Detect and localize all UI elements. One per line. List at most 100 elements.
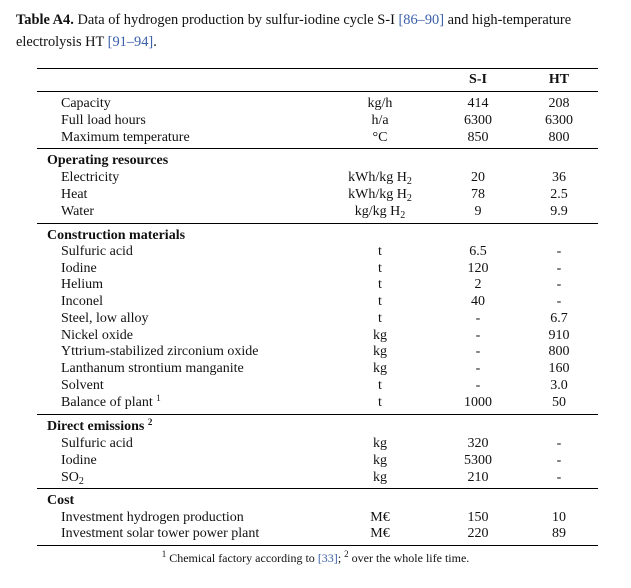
section-rule	[37, 488, 598, 489]
table-row: Steel, low alloy t - 6.7	[0, 310, 631, 327]
row-unit: kWh/kg H2	[348, 187, 412, 204]
col-header-si: S-I	[469, 72, 487, 87]
footnote-marker: 2	[147, 417, 153, 427]
table-row: Maximum temperature °C 850 800	[0, 129, 631, 146]
col-header-ht: HT	[548, 72, 570, 87]
row-value-ht: -	[556, 261, 562, 276]
row-label: Heat	[61, 187, 88, 202]
row-unit: kg	[373, 453, 387, 468]
row-value-si: 78	[471, 187, 485, 202]
row-value-si: 210	[467, 470, 489, 485]
bottom-rule	[37, 545, 598, 546]
section-header-row: Operating resources	[0, 152, 631, 169]
row-unit: kWh/kg H2	[348, 170, 412, 187]
row-unit: M€	[370, 510, 390, 525]
table-row: Investment solar tower power plant M€ 22…	[0, 525, 631, 542]
row-value-ht: -	[556, 470, 562, 485]
row-value-si: -	[475, 311, 481, 326]
caption-ref-link[interactable]: [91–94]	[107, 34, 154, 50]
row-value-si: 1000	[464, 395, 492, 410]
row-value-si: -	[475, 344, 481, 359]
row-value-si: 414	[467, 96, 489, 111]
caption-text: .	[153, 34, 157, 50]
row-label: Sulfuric acid	[61, 244, 133, 259]
row-value-ht: 50	[552, 395, 566, 410]
table-row: Nickel oxide kg - 910	[0, 327, 631, 344]
row-value-ht: -	[556, 277, 562, 292]
row-value-si: 150	[467, 510, 489, 525]
caption-label: Table A4.	[16, 12, 74, 28]
row-value-si: -	[475, 378, 481, 393]
row-value-ht: 160	[548, 361, 570, 376]
table-caption: Table A4. Data of hydrogen production by…	[16, 9, 621, 53]
row-value-ht: -	[556, 244, 562, 259]
footnote-ref-link[interactable]: [33]	[317, 551, 338, 565]
row-label: Solvent	[61, 378, 104, 393]
table-row: Helium t 2 -	[0, 276, 631, 293]
row-value-ht: 800	[548, 130, 570, 145]
caption-text: Data of hydrogen production by sulfur-io…	[73, 12, 399, 28]
row-label: Investment solar tower power plant	[61, 526, 260, 541]
row-value-ht: 2.5	[550, 187, 568, 202]
row-unit: kg/kg H2	[354, 204, 406, 221]
row-value-ht: -	[556, 294, 562, 309]
section-header-row: Direct emissions 2	[0, 418, 631, 435]
row-unit: kg/h	[367, 96, 393, 111]
section-title: Operating resources	[47, 153, 169, 168]
row-label: SO2	[61, 470, 84, 487]
row-value-si: -	[475, 361, 481, 376]
row-value-ht: 9.9	[550, 204, 568, 219]
row-label: Full load hours	[61, 113, 146, 128]
row-value-si: 6.5	[469, 244, 487, 259]
row-unit: t	[378, 277, 382, 292]
table-row: Lanthanum strontium manganite kg - 160	[0, 360, 631, 377]
row-value-ht: 6.7	[550, 311, 568, 326]
table-row: Yttrium-stabilized zirconium oxide kg - …	[0, 343, 631, 360]
table-row: SO2 kg 210 -	[0, 469, 631, 487]
row-unit: kg	[373, 470, 387, 485]
table-row: Heat kWh/kg H2 78 2.5	[0, 186, 631, 204]
row-label: Maximum temperature	[61, 130, 190, 145]
table-row: Inconel t 40 -	[0, 293, 631, 310]
row-value-si: 2	[474, 277, 482, 292]
row-value-ht: 89	[552, 526, 566, 541]
row-label: Steel, low alloy	[61, 311, 149, 326]
row-unit: kg	[373, 436, 387, 451]
row-label: Iodine	[61, 453, 97, 468]
row-unit: t	[378, 395, 382, 410]
row-label: Nickel oxide	[61, 328, 133, 343]
table-row: Electricity kWh/kg H2 20 36	[0, 169, 631, 187]
section-rule	[37, 223, 598, 224]
row-value-si: 40	[471, 294, 485, 309]
row-value-si: 120	[467, 261, 489, 276]
row-label: Helium	[61, 277, 103, 292]
row-unit: t	[378, 378, 382, 393]
row-unit: t	[378, 294, 382, 309]
row-label: Balance of plant 1	[61, 393, 161, 411]
row-label: Iodine	[61, 261, 97, 276]
row-unit: t	[378, 311, 382, 326]
row-value-ht: -	[556, 436, 562, 451]
row-value-ht: 208	[548, 96, 570, 111]
row-value-ht: 3.0	[550, 378, 568, 393]
table-row: Iodine kg 5300 -	[0, 452, 631, 469]
row-value-si: 5300	[464, 453, 492, 468]
caption-ref-link[interactable]: [86–90]	[398, 12, 445, 28]
row-value-ht: 36	[552, 170, 566, 185]
row-value-ht: 6300	[545, 113, 573, 128]
table-row: Investment hydrogen production M€ 150 10	[0, 509, 631, 526]
header-rule	[37, 91, 598, 92]
table-footnote: 1 Chemical factory according to [33]; 2 …	[161, 549, 470, 566]
row-label: Inconel	[61, 294, 103, 309]
table-row: Solvent t - 3.0	[0, 377, 631, 394]
row-value-si: 20	[471, 170, 485, 185]
footnote-marker: 1	[156, 393, 161, 403]
section-title: Construction materials	[47, 228, 186, 243]
caption-text: and high-temperature electrolysis HT	[16, 12, 572, 50]
row-label: Water	[61, 204, 95, 219]
table-header-row: S-I HT	[0, 71, 631, 88]
row-label: Sulfuric acid	[61, 436, 133, 451]
section-header-row: Cost	[0, 492, 631, 509]
section-rule	[37, 414, 598, 415]
row-unit: h/a	[371, 113, 389, 128]
